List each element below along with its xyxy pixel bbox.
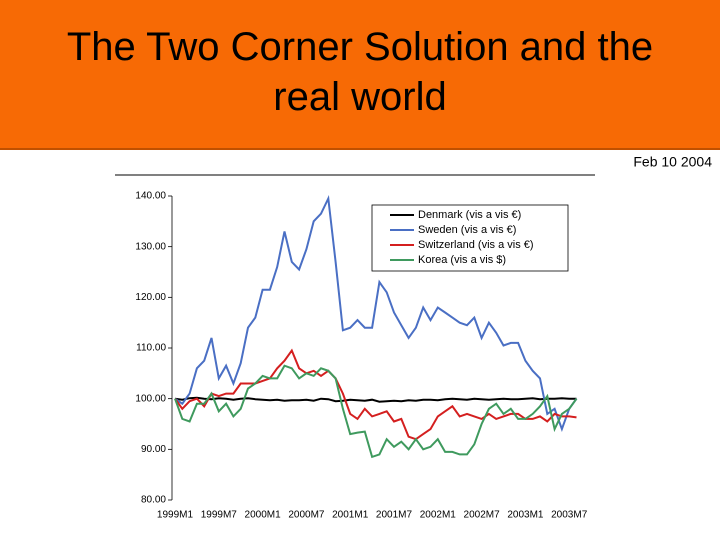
y-tick-label: 110.00: [136, 343, 166, 354]
x-tick-label: 2001M1: [332, 510, 369, 521]
x-tick-label: 2000M1: [245, 510, 282, 521]
date: Feb 10 2004: [633, 154, 712, 170]
y-tick-label: 130.00: [135, 241, 166, 252]
legend-label: Korea (vis a vis $): [418, 254, 506, 266]
y-tick-label: 140.00: [135, 191, 166, 202]
legend-label: Denmark (vis a vis €): [418, 209, 521, 221]
x-tick-label: 2003M7: [551, 510, 588, 521]
x-tick-label: 1999M7: [201, 510, 238, 521]
series-line: [174, 364, 578, 459]
y-tick-label: 80.00: [141, 495, 166, 506]
x-tick-label: 2001M7: [376, 510, 413, 521]
y-tick-label: 90.00: [141, 444, 166, 455]
y-tick-label: 100.00: [135, 393, 166, 404]
x-tick-label: 2002M7: [464, 510, 501, 521]
header-band: The Two Corner Solution and the real wor…: [0, 0, 720, 150]
x-tick-label: 2000M7: [288, 510, 325, 521]
series-line: [174, 396, 577, 403]
series-line: [174, 348, 577, 441]
y-tick-label: 120.00: [135, 292, 166, 303]
legend-label: Sweden (vis a vis €): [418, 224, 516, 236]
x-tick-label: 2003M1: [507, 510, 544, 521]
legend-label: Switzerland (vis a vis €): [418, 239, 534, 251]
series-line: [174, 194, 578, 433]
x-tick-label: 2002M1: [420, 510, 457, 521]
x-tick-label: 1999M1: [157, 510, 194, 521]
slide-title: The Two Corner Solution and the real wor…: [66, 25, 654, 119]
